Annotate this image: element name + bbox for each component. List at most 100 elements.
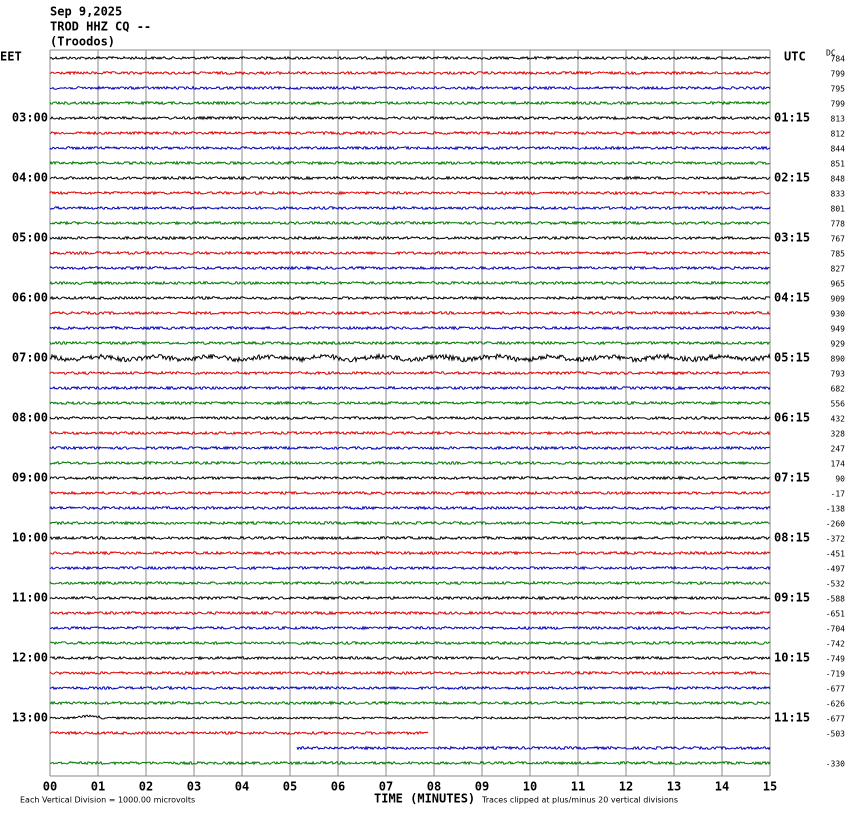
- trace: [49, 520, 771, 526]
- dc-offset: -17: [831, 490, 846, 499]
- right-time-label: 05:15: [774, 351, 810, 365]
- trace: [49, 70, 771, 76]
- dc-offset: -749: [826, 655, 845, 664]
- x-tick-label: 11: [571, 780, 585, 794]
- trace: [49, 352, 771, 364]
- left-time-label: 13:00: [12, 711, 48, 725]
- dc-offset: -588: [826, 595, 845, 604]
- dc-offset: -719: [826, 670, 845, 679]
- trace: [49, 220, 771, 226]
- trace: [296, 745, 771, 751]
- trace: [49, 655, 771, 661]
- trace: [49, 490, 771, 496]
- trace: [49, 100, 771, 106]
- plot: 00 01 02 03 04 05 06 07 08 09 10 11 12 13 14 15 784 799 79…: [12, 49, 846, 794]
- dc-offset: 682: [831, 385, 846, 394]
- trace: [49, 700, 771, 706]
- trace: [49, 190, 771, 196]
- trace: [49, 400, 771, 406]
- x-tick-label: 05: [283, 780, 297, 794]
- trace: [49, 295, 771, 301]
- trace: [49, 235, 771, 241]
- right-zone: UTC: [784, 50, 806, 64]
- dc-offset: 90: [835, 475, 845, 484]
- trace: [50, 640, 771, 646]
- trace: [49, 580, 771, 586]
- dc-offset: 890: [831, 355, 846, 364]
- left-time-label: 08:00: [12, 411, 48, 425]
- trace: [49, 595, 771, 601]
- x-tick-label: 13: [667, 780, 681, 794]
- dc-offset: 844: [831, 145, 846, 154]
- right-time-label: 11:15: [774, 711, 810, 725]
- dc-offset: 784: [831, 55, 846, 64]
- trace: [49, 55, 771, 61]
- dc-label: DC: [826, 49, 836, 58]
- trace: [49, 610, 771, 616]
- trace: [49, 175, 771, 181]
- dc-offset: 965: [831, 280, 846, 289]
- date: Sep 9,2025: [50, 5, 122, 19]
- right-time-label: 08:15: [774, 531, 810, 545]
- trace: [49, 370, 771, 376]
- x-tick-label: 14: [715, 780, 729, 794]
- dc-offset: -677: [826, 685, 845, 694]
- dc-offset: -451: [826, 550, 845, 559]
- right-time-label: 06:15: [774, 411, 810, 425]
- trace: [49, 205, 771, 211]
- dc-offset: -503: [826, 730, 845, 739]
- x-tick-label: 08: [427, 780, 441, 794]
- trace: [49, 130, 771, 136]
- scale-note: Each Vertical Division = 1000.00 microvo…: [20, 796, 195, 805]
- left-time-label: 07:00: [12, 351, 48, 365]
- dc-offset: 929: [831, 340, 846, 349]
- dc-offset: 801: [831, 205, 846, 214]
- dc-offset: 827: [831, 265, 846, 274]
- dc-offset: 785: [831, 250, 846, 259]
- dc-offset: 851: [831, 160, 846, 169]
- dc-offset: 432: [831, 415, 846, 424]
- dc-offset: 174: [831, 460, 846, 469]
- trace: [49, 714, 771, 720]
- dc-offset: 812: [831, 130, 846, 139]
- left-zone: EET: [0, 50, 22, 64]
- right-time-label: 01:15: [774, 111, 810, 125]
- dc-offset: -138: [826, 505, 845, 514]
- trace: [49, 550, 771, 556]
- trace: [49, 415, 771, 421]
- right-time-label: 09:15: [774, 591, 810, 605]
- x-tick-label: 01: [91, 780, 105, 794]
- right-time-label: 02:15: [774, 171, 810, 185]
- dc-offset: -497: [826, 565, 845, 574]
- dc-offset: 556: [831, 400, 846, 409]
- x-tick-label: 04: [235, 780, 249, 794]
- left-time-label: 06:00: [12, 291, 48, 305]
- trace: [49, 160, 771, 166]
- x-tick-label: 07: [379, 780, 393, 794]
- trace: [49, 565, 771, 571]
- dc-offset: -330: [826, 760, 845, 769]
- dc-offset: 328: [831, 430, 846, 439]
- left-time-label: 11:00: [12, 591, 48, 605]
- x-tick-label: 10: [523, 780, 537, 794]
- dc-offset: 793: [831, 370, 846, 379]
- x-title: TIME (MINUTES): [374, 792, 475, 806]
- trace: [49, 340, 771, 346]
- right-time-label: 04:15: [774, 291, 810, 305]
- dc-offset: 848: [831, 175, 846, 184]
- dc-offset: 795: [831, 85, 846, 94]
- dc-offset: -742: [826, 640, 845, 649]
- dc-offset: 799: [831, 100, 846, 109]
- trace: [49, 505, 771, 511]
- trace: [49, 85, 771, 91]
- trace: [49, 670, 771, 676]
- trace: [49, 325, 771, 331]
- dc-offset: 767: [831, 235, 846, 244]
- right-time-label: 03:15: [774, 231, 810, 245]
- left-time-label: 04:00: [12, 171, 48, 185]
- right-time-label: 07:15: [774, 471, 810, 485]
- trace: [49, 145, 771, 151]
- trace: [49, 385, 771, 391]
- x-tick-label: 03: [187, 780, 201, 794]
